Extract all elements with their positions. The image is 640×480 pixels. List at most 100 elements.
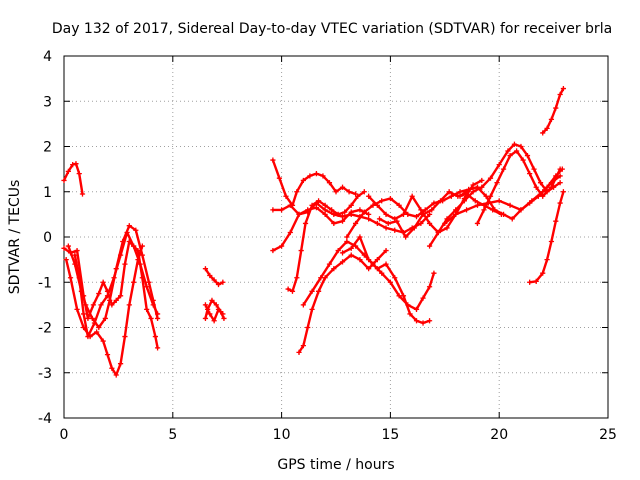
data-point-marker [202,315,209,322]
data-point-marker [557,91,563,98]
data-point-marker [500,166,507,172]
data-point-marker [548,116,555,122]
data-point-marker [270,207,276,213]
data-point-marker [287,229,293,236]
data-point-marker [309,306,315,312]
data-point-marker [420,211,426,217]
data-point-marker [287,202,293,208]
data-point-marker [560,189,566,195]
data-point-marker [560,85,566,92]
x-tick-labels: 0 5 10 15 20 25 [60,427,617,443]
data-point-marker [202,302,209,308]
data-point-marker [383,211,389,217]
data-point-marker [348,209,354,215]
data-point-marker [335,247,341,254]
data-point-marker [96,290,102,297]
data-point-marker [540,193,546,199]
y-tick-label: 1 [43,185,52,201]
series-track-19 [426,141,563,249]
data-point-marker [383,247,389,254]
data-point-marker [533,184,539,190]
data-point-marker [113,297,119,303]
data-point-marker [322,275,328,281]
data-point-marker [422,207,428,213]
data-point-marker [211,318,217,324]
data-point-marker [511,141,518,147]
data-point-marker [429,207,435,213]
data-point-marker [104,293,111,299]
data-point-marker [396,293,402,299]
series-track-11 [270,204,372,254]
data-point-marker [133,227,139,233]
data-point-marker [298,247,304,254]
data-point-marker [442,220,448,227]
data-point-marker [461,198,467,204]
data-point-marker [383,225,389,231]
y-tick-labels: -4 -3 -2 -1 0 1 2 3 4 [38,49,52,427]
series-line [367,179,483,234]
data-point-marker [474,220,481,227]
data-point-marker [109,365,115,371]
data-point-marker [420,295,426,301]
series-track-01 [61,161,86,197]
data-point-marker [117,361,124,367]
data-point-marker [400,211,407,217]
data-point-marker [144,306,150,312]
data-point-marker [139,252,145,258]
data-point-marker [305,324,311,331]
data-point-marker [122,261,128,267]
data-point-marker [344,234,350,240]
x-tick-label: 0 [60,427,69,443]
data-point-marker [403,234,409,240]
data-point-marker [213,302,219,308]
data-point-marker [361,189,367,195]
data-point-marker [348,202,354,208]
x-axis-label: GPS time / hours [277,457,394,473]
data-point-marker [348,252,354,258]
data-point-marker [487,193,494,199]
data-point-marker [70,162,76,168]
data-point-marker [215,306,222,312]
series-track-14 [300,238,437,312]
data-point-marker [294,189,300,195]
series-track-15 [339,234,433,326]
data-point-marker [90,302,96,308]
series-line [528,190,565,284]
data-point-marker [131,243,137,249]
data-point-marker [220,311,226,317]
series-line [428,143,562,248]
data-point-marker [487,175,494,181]
data-point-marker [413,306,420,312]
data-point-marker [518,207,524,213]
data-point-marker [411,225,417,231]
data-point-marker [322,207,328,213]
data-point-marker [342,209,348,215]
data-point-marker [518,143,524,150]
data-point-marker [496,162,502,168]
data-point-marker [376,216,383,222]
data-point-marker [276,175,283,181]
data-point-marker [557,173,563,179]
data-point-marker [279,243,285,249]
data-point-marker [335,211,341,217]
chart-title: Day 132 of 2017, Sidereal Day-to-day VTE… [52,21,612,37]
data-point-marker [207,272,213,279]
data-point-marker [553,218,559,224]
data-point-marker [348,245,354,251]
data-point-marker [374,266,380,272]
data-point-marker [366,193,372,199]
data-point-marker [283,193,289,199]
data-point-marker [444,225,450,231]
data-point-marker [535,193,541,199]
data-point-marker [150,302,156,308]
data-point-marker [463,207,470,213]
data-point-marker [74,306,80,312]
series-line [286,190,366,293]
data-point-marker [453,207,459,213]
series-track-08 [202,302,226,324]
data-point-marker [154,345,161,351]
data-point-marker [202,266,209,272]
data-point-marker [527,279,533,285]
data-point-marker [426,318,433,324]
data-point-marker [352,220,359,227]
